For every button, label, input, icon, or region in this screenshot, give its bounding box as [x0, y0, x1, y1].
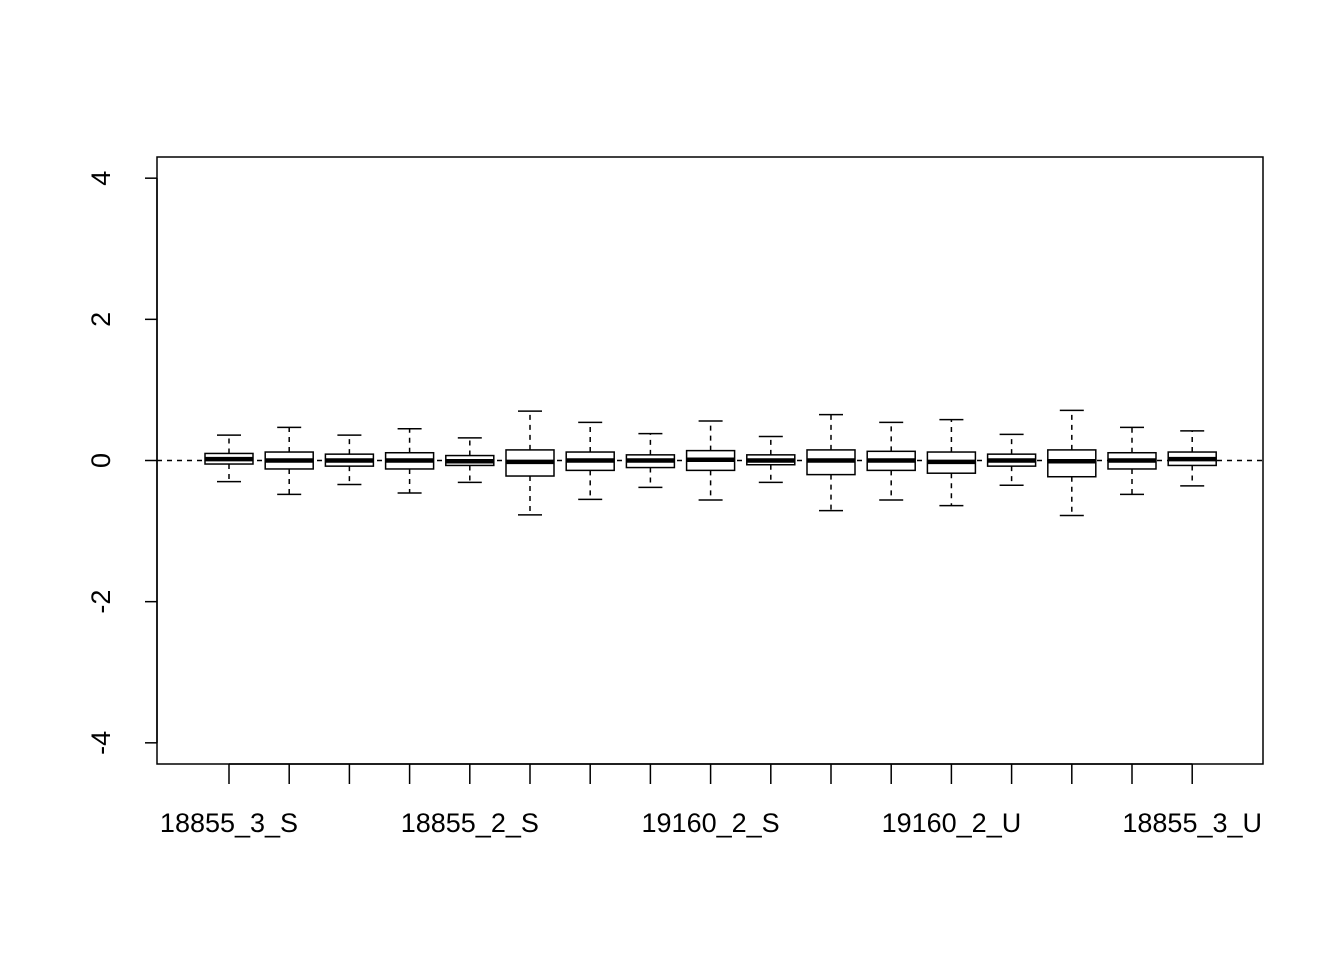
box-10: [746, 435, 796, 484]
x-tick-label: 19160_2_S: [642, 808, 780, 838]
plot-frame: [156, 156, 1264, 765]
axes-layer: -4 -2 0 2 4 18855_3_S 18855_2_S 19160_2_S 19160_…: [86, 171, 1262, 838]
box-11: [806, 413, 856, 512]
boxes-layer: [204, 409, 1217, 517]
box-1: [204, 434, 254, 483]
x-tick-label: 18855_3_U: [1122, 808, 1262, 838]
box-4: [384, 427, 435, 494]
box-12: [866, 421, 916, 501]
y-tick-label: 0: [86, 453, 116, 468]
x-tick-label: 18855_3_S: [160, 808, 298, 838]
box-3: [324, 434, 375, 486]
x-tick-label: 18855_2_S: [401, 808, 539, 838]
box-17: [1167, 430, 1217, 487]
box-16: [1107, 426, 1157, 496]
x-tick-label: 19160_2_U: [882, 808, 1022, 838]
box-5: [445, 437, 495, 484]
box-9: [685, 420, 736, 501]
y-tick-label: -2: [86, 590, 116, 614]
y-tick-label: -4: [86, 731, 116, 755]
box-6: [505, 410, 555, 516]
box-15: [1047, 409, 1097, 517]
box-7: [565, 421, 615, 501]
y-tick-label: 4: [86, 171, 116, 186]
y-tick-label: 2: [86, 312, 116, 327]
box-14: [986, 433, 1037, 486]
box-2: [264, 426, 314, 496]
box-13: [926, 418, 977, 507]
box-8: [625, 432, 676, 489]
